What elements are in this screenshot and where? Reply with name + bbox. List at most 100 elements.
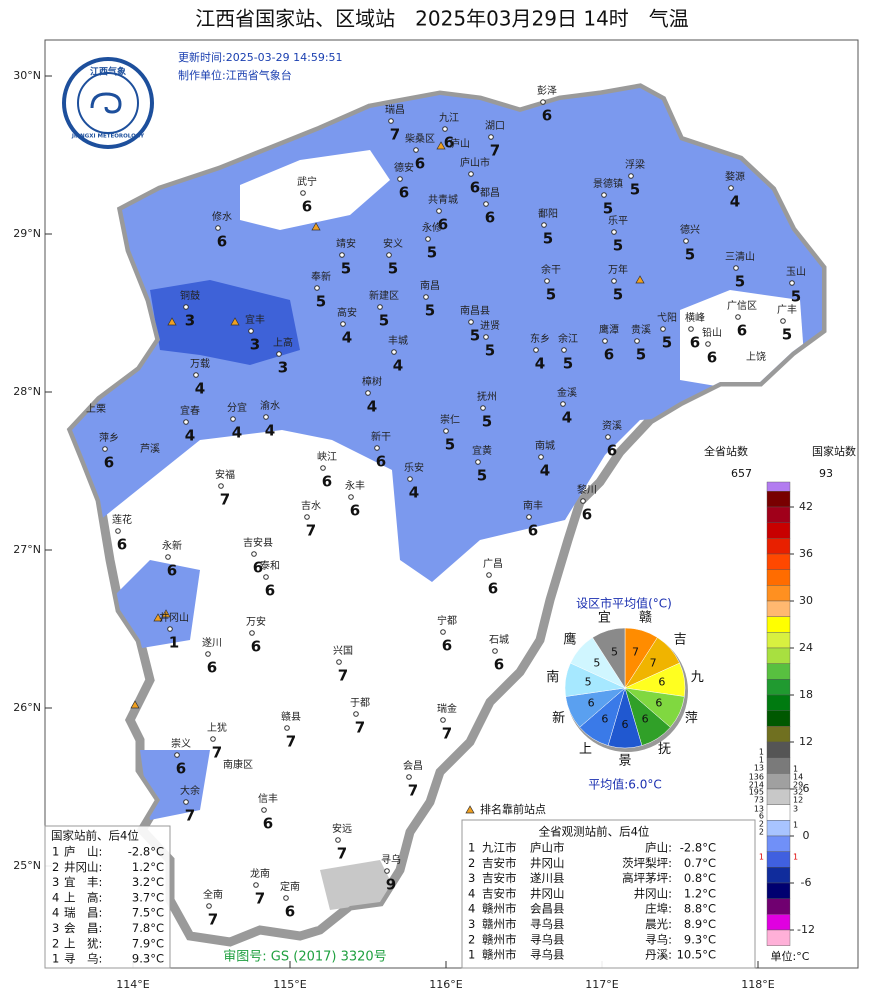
station-value: 6 bbox=[415, 155, 425, 173]
place-name: 南康区 bbox=[223, 758, 253, 771]
station-name: 崇仁 bbox=[440, 414, 460, 426]
table-name: 会 昌: bbox=[64, 921, 102, 935]
table-name: 上 犹: bbox=[64, 936, 102, 950]
station-value: 6 bbox=[470, 179, 480, 197]
station-name: 庐山市 bbox=[460, 156, 490, 169]
lat-label: 25°N bbox=[13, 859, 41, 872]
station-value: 5 bbox=[735, 273, 745, 291]
station-value: 6 bbox=[604, 346, 614, 364]
station-value: 6 bbox=[285, 903, 295, 921]
legend-bin bbox=[766, 710, 791, 727]
slice-name: 吉 bbox=[674, 633, 687, 648]
station-value: 6 bbox=[607, 442, 617, 460]
station-name: 柴桑区 bbox=[405, 132, 435, 145]
station-value: 6 bbox=[253, 559, 263, 577]
station-value: 5 bbox=[782, 326, 792, 344]
station-dot bbox=[115, 528, 121, 534]
station-name: 东乡 bbox=[530, 332, 550, 345]
station-name: 广丰 bbox=[777, 303, 797, 316]
station-dot bbox=[284, 725, 290, 731]
table-box bbox=[461, 819, 756, 969]
station-name: 宜黄 bbox=[472, 444, 492, 457]
station-value: 6 bbox=[737, 322, 747, 340]
station-dot bbox=[683, 238, 689, 244]
legend-tick-label: -12 bbox=[797, 923, 815, 936]
station-name: 余江 bbox=[558, 332, 578, 345]
station-value: 7 bbox=[220, 491, 230, 509]
station-dot bbox=[261, 807, 267, 813]
station-name: 莲花 bbox=[112, 513, 132, 526]
station-value: 7 bbox=[338, 667, 348, 685]
station-value: 1 bbox=[169, 634, 179, 652]
marker-icon bbox=[465, 805, 475, 814]
station-name: 吉安县 bbox=[243, 536, 273, 549]
station-dot bbox=[440, 629, 446, 635]
station-value: 4 bbox=[342, 329, 352, 347]
legend-tick-label: 18 bbox=[799, 688, 813, 701]
table-title: 全省观测站前、后4位 bbox=[539, 825, 650, 839]
station-value: 7 bbox=[490, 142, 500, 160]
station-dot bbox=[263, 414, 269, 420]
table-station: 茨坪梨坪: bbox=[622, 856, 672, 870]
station-dot bbox=[544, 278, 550, 284]
station-dot bbox=[488, 134, 494, 140]
lon-label: 114°E bbox=[116, 978, 149, 991]
station-name: 横峰 bbox=[685, 311, 705, 324]
station-value: 5 bbox=[388, 260, 398, 278]
update-time: 更新时间:2025-03-29 14:59:51 bbox=[178, 50, 343, 64]
station-name: 彭泽 bbox=[537, 84, 557, 97]
station-name: 泰和 bbox=[260, 559, 280, 572]
table-rank: 3 bbox=[52, 921, 59, 935]
legend-bin bbox=[766, 481, 791, 492]
legend-bin bbox=[766, 882, 791, 899]
station-value: 7 bbox=[390, 126, 400, 144]
station-value: 5 bbox=[445, 436, 455, 454]
station-name: 遂川 bbox=[202, 636, 222, 649]
legend-bin bbox=[766, 741, 791, 758]
table-city: 赣州市 bbox=[482, 932, 517, 946]
station-value: 4 bbox=[265, 422, 275, 440]
station-value: 7 bbox=[255, 890, 265, 908]
station-dot bbox=[541, 222, 547, 228]
place-name: 庐山 bbox=[450, 137, 470, 150]
slice-value: 7 bbox=[650, 657, 657, 670]
count-right: 1 bbox=[793, 821, 798, 830]
count-left: 195 bbox=[749, 788, 764, 797]
station-dot bbox=[660, 326, 666, 332]
legend-header: 全省站数 bbox=[704, 444, 748, 458]
table-city: 吉安市 bbox=[482, 856, 517, 870]
station-dot bbox=[728, 185, 734, 191]
table-value: 7.5°C bbox=[132, 906, 164, 920]
table-county: 井冈山 bbox=[530, 856, 565, 870]
slice-name: 抚 bbox=[658, 742, 671, 757]
table-station: 庐山: bbox=[645, 841, 672, 855]
slice-name: 鹰 bbox=[563, 632, 576, 648]
station-name: 南昌 bbox=[420, 279, 440, 292]
station-value: 5 bbox=[379, 312, 389, 330]
count-left: 2 bbox=[759, 828, 764, 837]
count-left: 136 bbox=[749, 773, 764, 782]
station-dot bbox=[353, 711, 359, 717]
count-left: 1 bbox=[759, 853, 764, 862]
station-name: 信丰 bbox=[258, 792, 278, 805]
slice-value: 6 bbox=[588, 696, 595, 709]
lat-label: 27°N bbox=[13, 543, 41, 556]
count-left: 1 bbox=[759, 756, 764, 765]
legend-bin bbox=[766, 679, 791, 696]
station-name: 崇义 bbox=[171, 738, 191, 750]
table-value: 1.2°C bbox=[684, 886, 716, 900]
station-dot bbox=[218, 483, 224, 489]
slice-name: 新 bbox=[552, 710, 565, 726]
station-value: 6 bbox=[528, 522, 538, 540]
station-value: 5 bbox=[662, 334, 672, 352]
table-value: 3.2°C bbox=[132, 875, 164, 889]
table-value: -2.8°C bbox=[680, 841, 716, 855]
station-dot bbox=[468, 171, 474, 177]
count-right: 3 bbox=[793, 805, 798, 814]
station-dot bbox=[407, 476, 413, 482]
station-dot bbox=[206, 903, 212, 909]
station-value: 4 bbox=[393, 357, 403, 375]
slice-name: 九 bbox=[691, 670, 704, 685]
station-dot bbox=[601, 192, 607, 198]
station-value: 7 bbox=[208, 911, 218, 929]
